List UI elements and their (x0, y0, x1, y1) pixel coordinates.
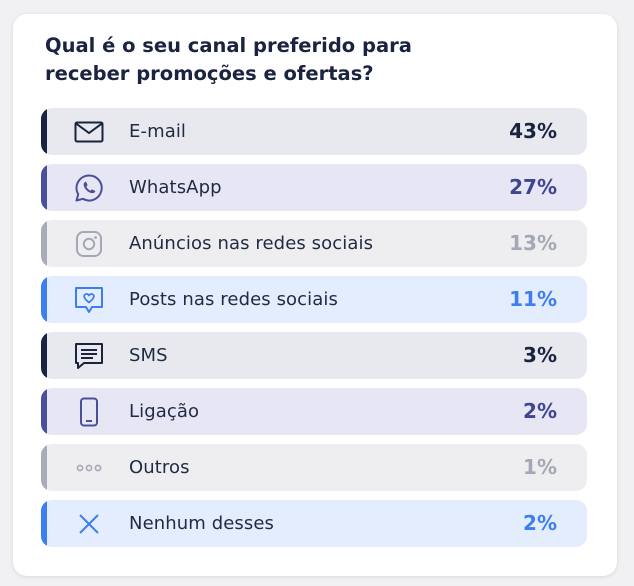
option-label: E-mail (129, 121, 187, 142)
poll-options: E-mail 43% WhatsApp 27% Anúncios nas redes s… (41, 108, 587, 556)
option-row[interactable]: Nenhum desses 2% (41, 500, 587, 547)
option-row[interactable]: Posts nas redes sociais 11% (41, 276, 587, 323)
option-row[interactable]: SMS 3% (41, 332, 587, 379)
option-percentage: 1% (523, 455, 557, 479)
x-icon (73, 510, 105, 538)
option-percentage: 13% (509, 231, 557, 255)
option-label: Posts nas redes sociais (129, 289, 338, 310)
row-accent-bar (41, 500, 47, 547)
option-row[interactable]: WhatsApp 27% (41, 164, 587, 211)
option-label: Ligação (129, 401, 200, 422)
row-accent-bar (41, 108, 47, 155)
row-accent-bar (41, 276, 47, 323)
option-label: Outros (129, 457, 190, 478)
message-icon (73, 342, 105, 370)
row-accent-bar (41, 220, 47, 267)
option-label: Anúncios nas redes sociais (129, 233, 374, 254)
option-row[interactable]: E-mail 43% (41, 108, 587, 155)
option-percentage: 11% (509, 287, 557, 311)
poll-title: Qual é o seu canal preferido para recebe… (45, 34, 412, 85)
more-dots-icon (73, 454, 105, 482)
option-row[interactable]: Anúncios nas redes sociais 13% (41, 220, 587, 267)
option-percentage: 43% (509, 119, 557, 143)
option-row[interactable]: Outros 1% (41, 444, 587, 491)
instagram-icon (73, 230, 105, 258)
row-accent-bar (41, 332, 47, 379)
option-percentage: 2% (523, 399, 557, 423)
option-label: WhatsApp (129, 177, 222, 198)
row-accent-bar (41, 388, 47, 435)
option-label: SMS (129, 345, 168, 366)
option-percentage: 3% (523, 343, 557, 367)
option-row[interactable]: Ligação 2% (41, 388, 587, 435)
whatsapp-icon (73, 174, 105, 202)
poll-card: Qual é o seu canal preferido para recebe… (13, 14, 617, 576)
mail-icon (73, 118, 105, 146)
row-accent-bar (41, 444, 47, 491)
option-percentage: 2% (523, 511, 557, 535)
chat-heart-icon (73, 286, 105, 314)
option-label: Nenhum desses (129, 513, 275, 534)
option-percentage: 27% (509, 175, 557, 199)
phone-icon (73, 397, 105, 427)
row-accent-bar (41, 164, 47, 211)
